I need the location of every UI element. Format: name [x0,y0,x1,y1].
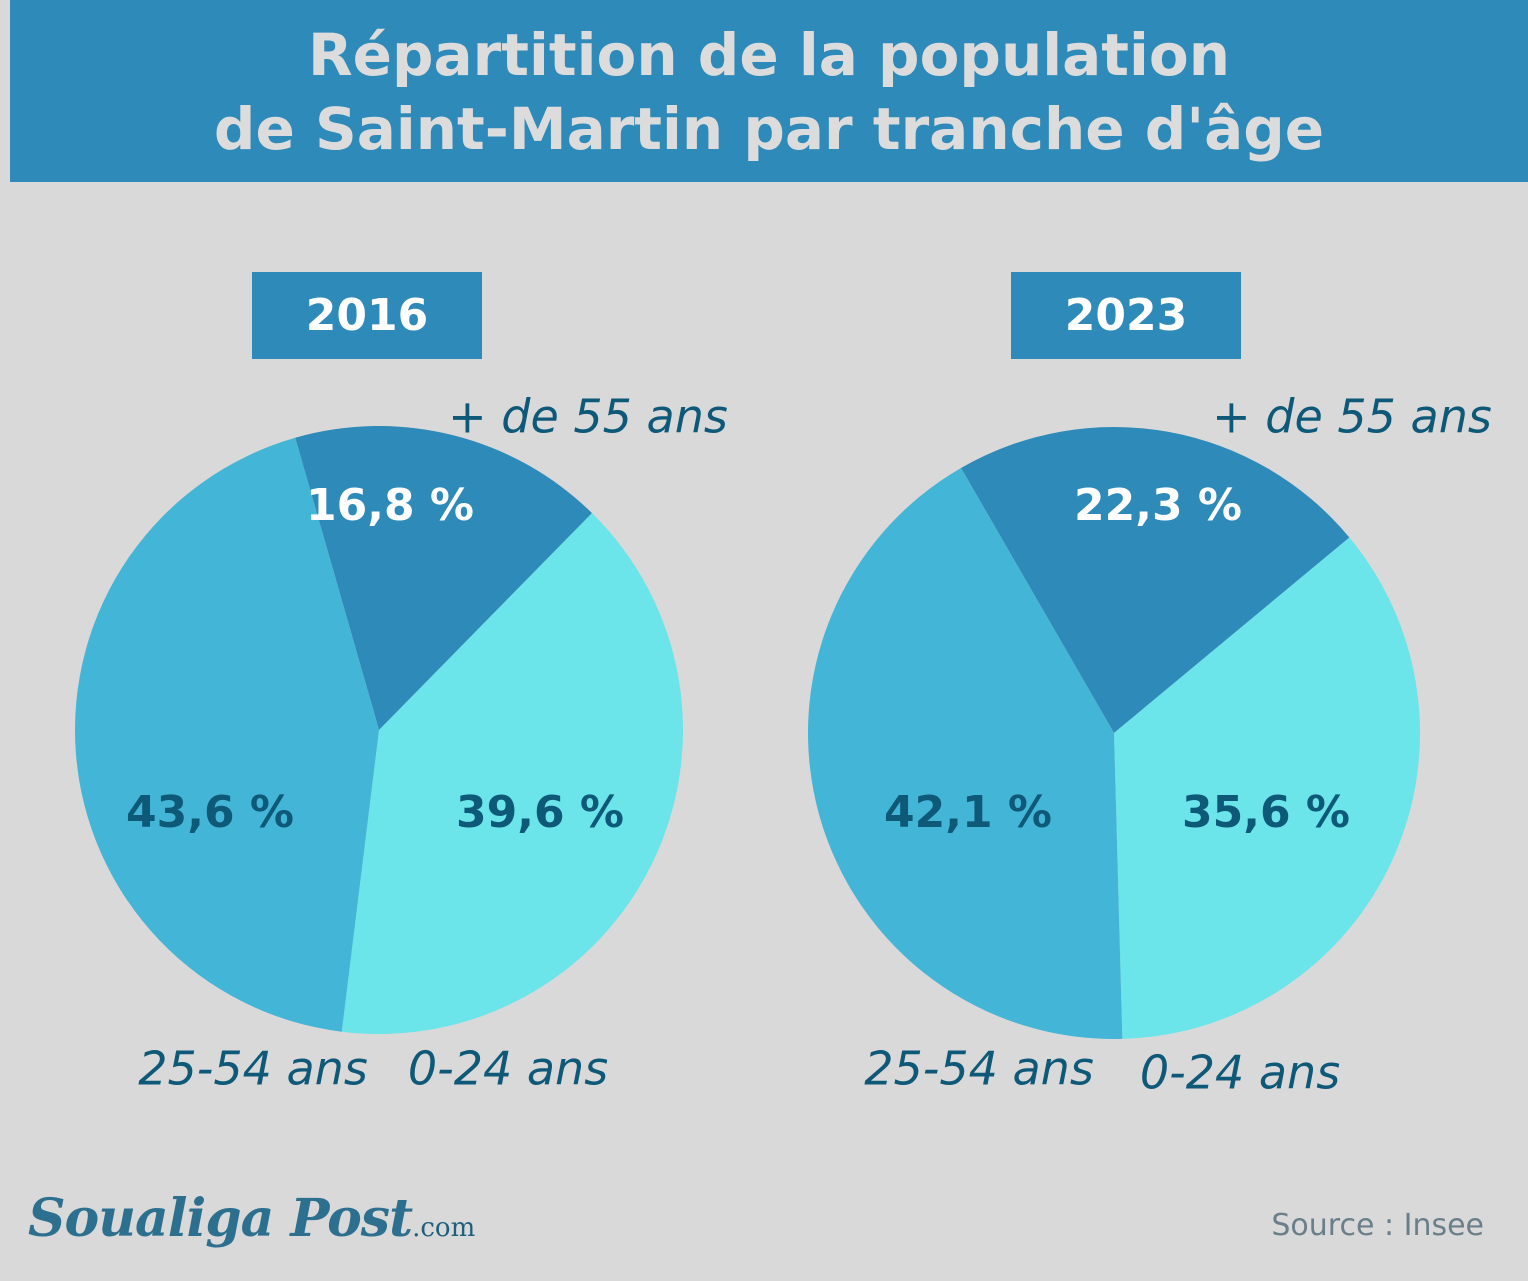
souualiga-post-logo: Soualiga Post.com [28,1188,475,1249]
value-label-2023-25-54: 42,1 % [884,787,1052,838]
value-label-2016-25-54: 43,6 % [126,787,294,838]
value-label-2016-0-24: 39,6 % [456,787,624,838]
value-label-2016-55-plus: 16,8 % [306,480,474,531]
pie-slice-2016-55-plus [295,426,593,730]
pie-slice-2016-0-24 [341,513,684,1034]
year-label-2023: 2023 [1011,272,1241,359]
value-label-2023-0-24: 35,6 % [1182,787,1350,838]
value-label-2023-55-plus: 22,3 % [1074,480,1242,531]
title-line-1: Répartition de la population [308,21,1230,89]
category-label-2016-55-plus: + de 55 ans [448,390,728,444]
pie-slice-2023-55-plus [961,426,1350,733]
year-label-2016: 2016 [252,272,482,359]
title-banner: Répartition de la population de Saint-Ma… [10,0,1528,182]
logo-wordmark: Soualiga Post [28,1188,413,1249]
title-line-2: de Saint-Martin par tranche d'âge [213,95,1325,163]
source-note: Source : Insee [1271,1208,1484,1243]
category-label-2016-0-24: 0-24 ans [408,1042,608,1096]
category-label-2016-25-54: 25-54 ans [138,1042,368,1096]
pie-slice-2023-0-24 [1114,537,1420,1039]
logo-suffix: .com [412,1213,476,1243]
category-label-2023-25-54: 25-54 ans [864,1042,1094,1096]
category-label-2023-0-24: 0-24 ans [1140,1046,1340,1100]
pie-slice-2016-25-54 [75,437,380,1032]
category-label-2023-55-plus: + de 55 ans [1212,390,1492,444]
pie-slice-2023-25-54 [807,467,1123,1039]
